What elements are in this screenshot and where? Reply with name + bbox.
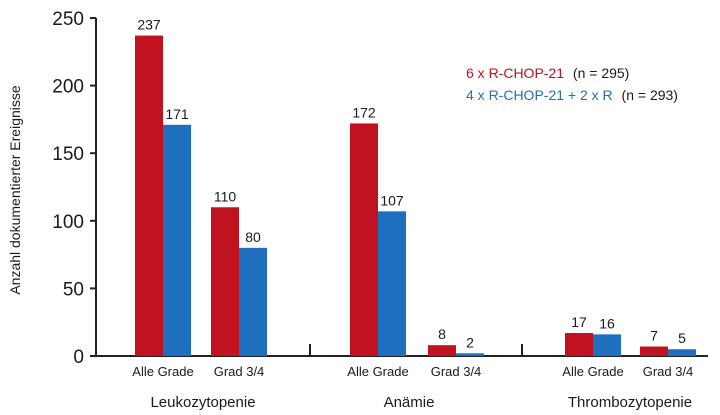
bar-series-1 — [428, 345, 456, 356]
bar-series-1 — [350, 123, 378, 357]
legend-series-2-n: (n = 293) — [622, 87, 678, 103]
legend-series-1-n: (n = 295) — [573, 65, 629, 81]
y-tick-label: 200 — [52, 77, 84, 98]
bar-series-2 — [456, 353, 484, 356]
bar-series-1 — [211, 207, 239, 356]
legend-item-series-1: 6 x R-CHOP-21 (n = 295) — [466, 65, 629, 81]
y-axis: 0 50 100 150 200 250 — [52, 9, 97, 368]
bar-value-labels: 237 171 110 80 172 107 8 2 17 16 7 5 — [137, 17, 686, 351]
bar-series-2 — [668, 349, 696, 356]
bars — [135, 35, 696, 357]
group-label: Leukozytopenie — [150, 394, 255, 411]
bar-series-2 — [593, 334, 621, 356]
y-axis-label: Anzahl dokumentierter Ereignisse — [7, 85, 23, 295]
bar-series-2 — [163, 124, 191, 356]
bar-value-label: 171 — [165, 106, 189, 122]
group-label: Anämie — [384, 394, 435, 411]
category-labels: Alle Grade Grad 3/4 Leukozytopenie Alle Gra… — [132, 364, 693, 411]
subcategory-label: Alle Grade — [347, 364, 408, 379]
legend: 6 x R-CHOP-21 (n = 295) 4 x R-CHOP-21 + … — [466, 65, 678, 103]
subcategory-label: Grad 3/4 — [431, 364, 482, 379]
y-tick-label: 100 — [52, 212, 84, 233]
bar-value-label: 172 — [352, 104, 376, 120]
subcategory-label: Grad 3/4 — [214, 364, 265, 379]
bar-series-1 — [640, 346, 668, 356]
subcategory-label: Alle Grade — [562, 364, 623, 379]
bar-value-label: 17 — [571, 314, 587, 330]
bar-value-label: 8 — [438, 326, 446, 342]
bar-value-label: 110 — [214, 188, 237, 204]
bar-series-2 — [378, 211, 406, 356]
bar-value-label: 16 — [599, 315, 615, 331]
bar-series-1 — [135, 35, 163, 357]
bar-value-label: 107 — [380, 192, 404, 208]
subcategory-label: Grad 3/4 — [643, 364, 694, 379]
y-tick-label: 250 — [52, 9, 84, 30]
y-tick-label: 150 — [52, 144, 84, 165]
legend-series-1-name: 6 x R-CHOP-21 — [466, 65, 564, 81]
bar-value-label: 237 — [137, 17, 161, 33]
bar-series-1 — [565, 333, 593, 356]
bar-value-label: 2 — [466, 334, 474, 350]
subcategory-label: Alle Grade — [132, 364, 193, 379]
bar-value-label: 80 — [245, 229, 261, 245]
bar-value-label: 7 — [650, 328, 658, 344]
bar-value-label: 5 — [678, 330, 686, 346]
legend-series-2-name: 4 x R-CHOP-21 + 2 x R — [466, 87, 613, 103]
bar-series-2 — [239, 247, 267, 356]
legend-item-series-2: 4 x R-CHOP-21 + 2 x R (n = 293) — [466, 87, 678, 103]
y-tick-label: 50 — [63, 279, 84, 300]
group-label: Thrombozytopenie — [568, 394, 692, 411]
y-tick-label: 0 — [73, 347, 84, 368]
